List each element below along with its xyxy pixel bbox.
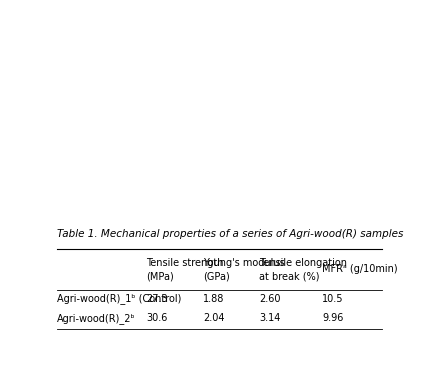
Text: Tensile strength
(MPa): Tensile strength (MPa) (146, 258, 224, 281)
Text: Agri-wood(R)_1ᵇ (Control): Agri-wood(R)_1ᵇ (Control) (57, 293, 181, 304)
Text: 2.04: 2.04 (203, 313, 224, 323)
Text: Agri-wood(R)_2ᵇ: Agri-wood(R)_2ᵇ (57, 313, 135, 324)
Text: 9.96: 9.96 (322, 313, 344, 323)
Text: MFRᵃ (g/10min): MFRᵃ (g/10min) (322, 265, 398, 275)
Text: 30.6: 30.6 (146, 313, 168, 323)
Text: 2.60: 2.60 (259, 294, 281, 304)
Text: Young's modulus
(GPa): Young's modulus (GPa) (203, 258, 285, 281)
Text: 27.3: 27.3 (146, 294, 168, 304)
Text: Table 1. Mechanical properties of a series of Agri-wood(R) samples: Table 1. Mechanical properties of a seri… (57, 229, 403, 239)
Text: 1.88: 1.88 (203, 294, 224, 304)
Text: 3.14: 3.14 (259, 313, 280, 323)
Text: 10.5: 10.5 (322, 294, 344, 304)
Text: Tensile elongation
at break (%): Tensile elongation at break (%) (259, 258, 347, 281)
